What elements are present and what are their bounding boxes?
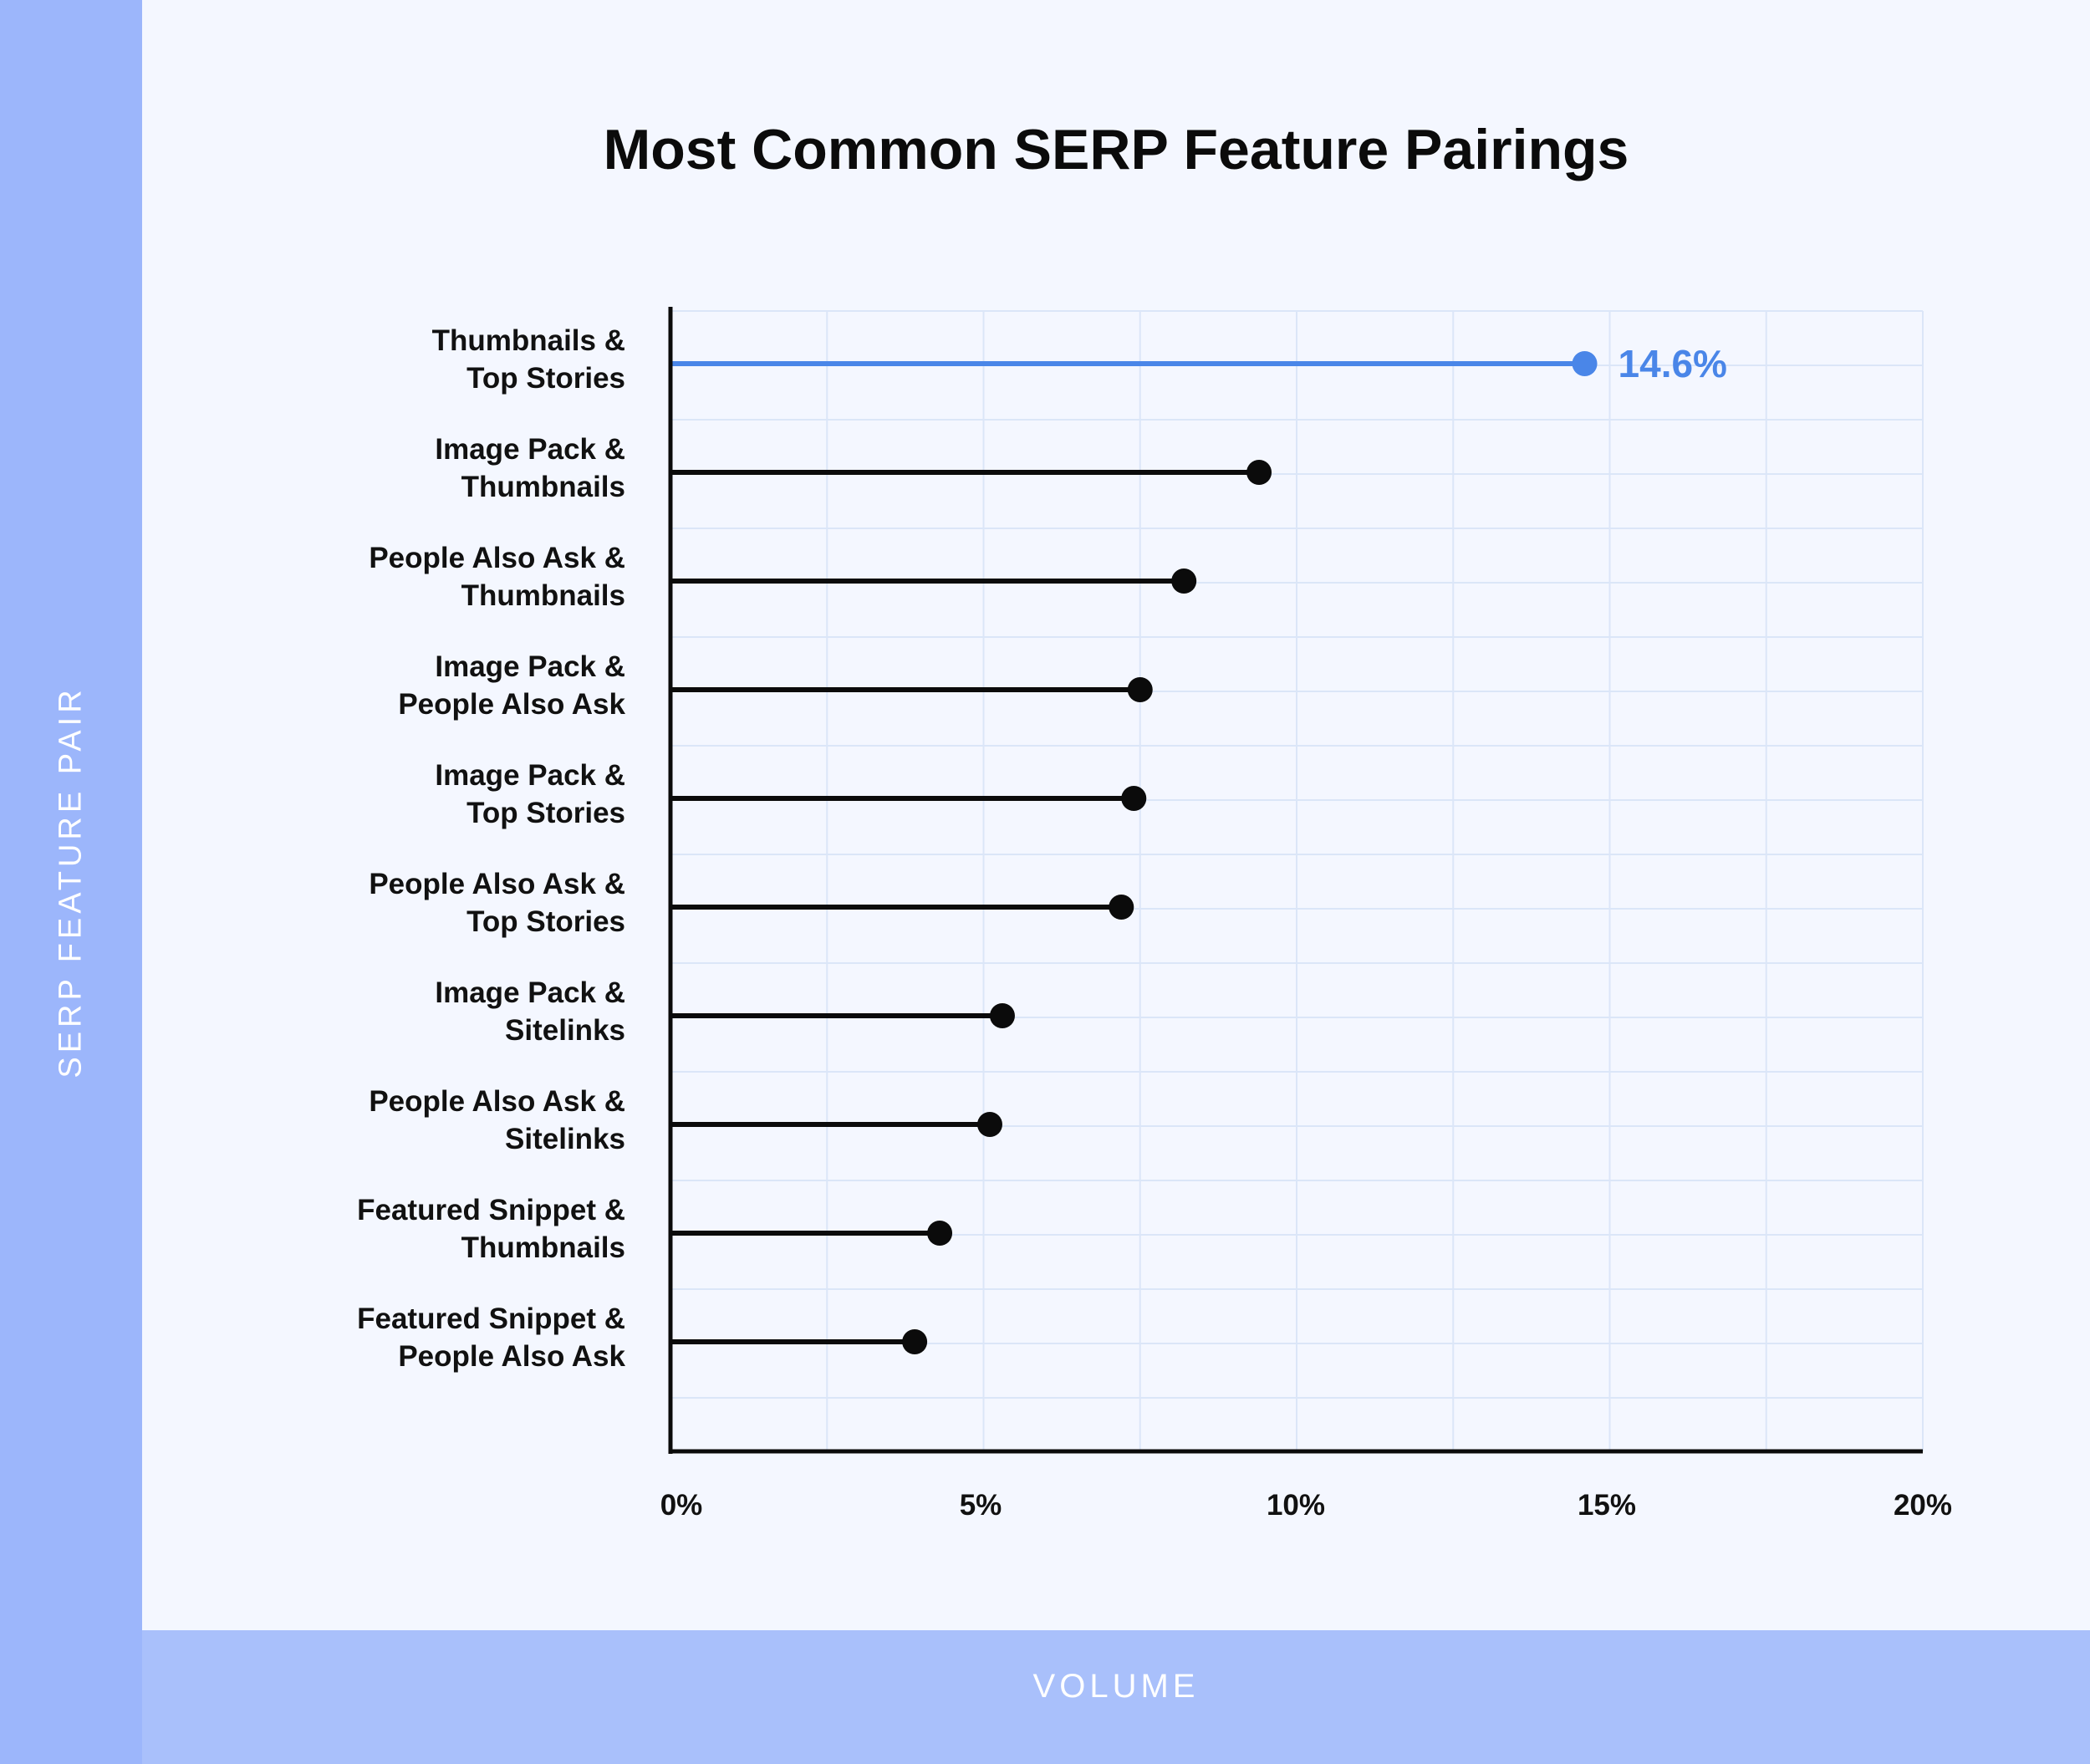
category-label: People Also Ask &	[369, 1085, 625, 1118]
category-label: Thumbnails	[461, 1231, 625, 1264]
category-label: Image Pack &	[435, 976, 625, 1009]
lollipop-dot	[1572, 351, 1598, 376]
category-label: Image Pack &	[435, 650, 625, 683]
category-label: Thumbnails &	[432, 324, 625, 357]
x-tick-label: 5%	[960, 1489, 1002, 1522]
y-axis-title-band: SERP FEATURE PAIR	[0, 0, 142, 1764]
data-label: 14.6%	[1618, 342, 1727, 385]
category-label: Top Stories	[466, 905, 625, 938]
lollipop-dot	[1109, 895, 1134, 920]
category-label: People Also Ask	[398, 688, 625, 721]
chart-title: Most Common SERP Feature Pairings	[603, 118, 1629, 181]
lollipop-dot	[989, 1003, 1015, 1028]
x-tick-label: 0%	[660, 1489, 703, 1522]
x-tick-label: 15%	[1578, 1489, 1636, 1522]
category-label: Featured Snippet &	[357, 1303, 625, 1335]
category-label: People Also Ask	[398, 1340, 625, 1373]
x-tick-label: 10%	[1267, 1489, 1325, 1522]
category-label: Image Pack &	[435, 433, 625, 466]
x-tick-label: 20%	[1894, 1489, 1952, 1522]
category-label: Thumbnails	[461, 471, 625, 503]
lollipop-dot	[1171, 568, 1197, 594]
lollipop-dot	[976, 1112, 1002, 1137]
category-label: Thumbnails	[461, 579, 625, 612]
x-axis-title-band	[142, 1630, 2090, 1764]
lollipop-dot	[1127, 677, 1153, 702]
category-label: People Also Ask &	[369, 542, 625, 574]
category-label: People Also Ask &	[369, 868, 625, 900]
category-label: Sitelinks	[505, 1014, 625, 1047]
category-label: Sitelinks	[505, 1123, 625, 1155]
lollipop-dot	[902, 1329, 928, 1354]
category-label: Top Stories	[466, 797, 625, 829]
lollipop-dot	[1246, 460, 1272, 485]
category-label: Featured Snippet &	[357, 1194, 625, 1226]
lollipop-dot	[927, 1221, 953, 1246]
lollipop-dot	[1121, 786, 1147, 811]
category-label: Image Pack &	[435, 759, 625, 792]
lollipop-chart: 14.6% Thumbnails & Top Stories Image Pack &…	[357, 307, 1952, 1522]
x-axis-title: VOLUME	[1032, 1668, 1200, 1705]
category-label: Top Stories	[466, 362, 625, 395]
